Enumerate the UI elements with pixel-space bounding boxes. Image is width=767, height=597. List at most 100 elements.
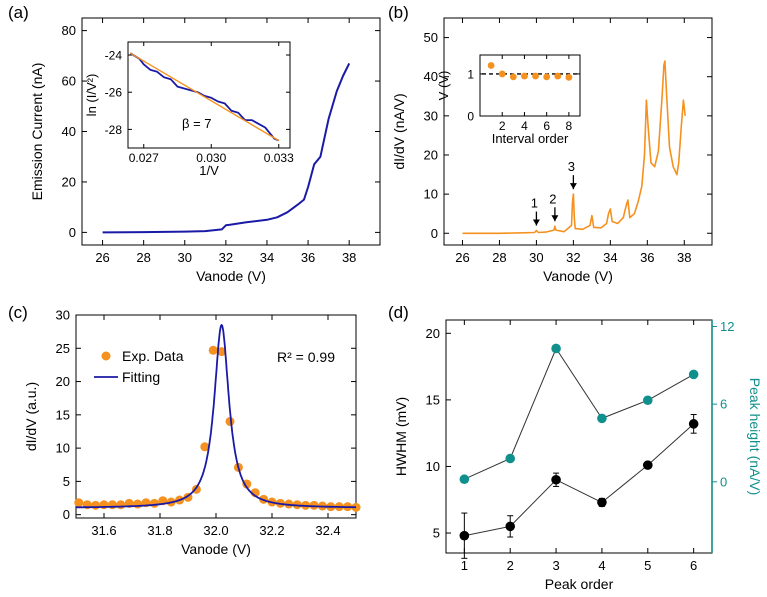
exp-data-point bbox=[225, 416, 235, 426]
x-tick-label: 2 bbox=[499, 119, 506, 133]
x-tick-label: 0.030 bbox=[196, 151, 226, 165]
interval-point bbox=[554, 72, 562, 80]
x-tick-label: 6 bbox=[543, 119, 550, 133]
y-tick-label: 60 bbox=[62, 74, 76, 89]
exp-data-point bbox=[242, 479, 252, 489]
hwhm-line bbox=[464, 423, 695, 537]
y-tick-label: 0 bbox=[431, 226, 438, 241]
interval-point bbox=[543, 73, 551, 81]
legend-label-fit: Fitting bbox=[122, 369, 160, 385]
interval-point bbox=[498, 70, 506, 78]
fitting-line bbox=[75, 324, 357, 509]
right-y-tick-label: 12 bbox=[720, 319, 734, 334]
hwhm-point bbox=[551, 474, 561, 485]
peak-height-point bbox=[688, 369, 699, 380]
x-tick-label: 4 bbox=[521, 119, 528, 133]
x-axis-label: Vanode (V) bbox=[181, 541, 251, 557]
x-tick-label: 31.8 bbox=[147, 523, 172, 538]
exp-data-point bbox=[116, 500, 126, 510]
inset-bg bbox=[480, 55, 580, 116]
y-axis-label: dI/dV (nA/V) bbox=[391, 93, 407, 169]
x-axis-label: Peak order bbox=[545, 576, 614, 592]
right-y-tick-label: 6 bbox=[720, 397, 727, 412]
x-tick-label: 34 bbox=[603, 250, 617, 265]
peak-arrow-head bbox=[569, 183, 577, 190]
x-tick-label: 26 bbox=[95, 250, 109, 265]
x-tick-label: 32 bbox=[219, 250, 233, 265]
peak-height-point bbox=[597, 413, 607, 424]
x-tick-label: 0.027 bbox=[129, 151, 159, 165]
peak-height-point bbox=[551, 343, 561, 354]
x-tick-label: 36 bbox=[301, 250, 315, 265]
r-squared-annotation: R² = 0.99 bbox=[277, 349, 335, 365]
peak-height-point bbox=[642, 395, 653, 406]
y-tick-label: 20 bbox=[62, 174, 76, 189]
exp-data-point bbox=[200, 442, 210, 452]
plot-frame bbox=[127, 41, 291, 149]
x-tick-label: 32 bbox=[566, 250, 580, 265]
panel-label: (b) bbox=[388, 3, 409, 22]
x-tick-label: 1 bbox=[461, 558, 468, 573]
x-axis-label: Vanode (V) bbox=[196, 268, 266, 284]
y-tick-label: 1 bbox=[467, 67, 474, 81]
y-tick-label: 30 bbox=[56, 308, 70, 323]
y-axis-label: ln (I/V²) bbox=[84, 74, 99, 117]
peak-height-line bbox=[464, 348, 694, 480]
interval-point bbox=[521, 72, 528, 80]
beta-annotation: β = 7 bbox=[182, 116, 212, 131]
exp-data-point bbox=[74, 498, 84, 508]
inset-bg bbox=[128, 42, 290, 148]
peak-number-label: 2 bbox=[549, 191, 556, 206]
legend-label-exp: Exp. Data bbox=[122, 348, 184, 364]
interval-point bbox=[509, 73, 517, 81]
exp-data-point bbox=[217, 347, 227, 357]
y-tick-label: 15 bbox=[56, 407, 70, 422]
peak-number-label: 3 bbox=[568, 159, 575, 174]
axes-a: 26 28 30 32 34 36 38 0 20 40 60 80 Vanode (V) Emissio… bbox=[29, 17, 381, 284]
y-tick-label: 10 bbox=[426, 459, 440, 474]
x-tick-label: 6 bbox=[690, 558, 697, 573]
inset-axes-undefined: 0.027 0.030 0.033 -24 -26 -28 1/V ln (I/V²) β = … bbox=[84, 41, 294, 178]
right-y-tick-label: 0 bbox=[720, 474, 727, 489]
panel-label: (a) bbox=[8, 3, 29, 22]
y-tick-label: 20 bbox=[424, 147, 438, 162]
x-axis-label: 1/V bbox=[199, 163, 219, 178]
panel-label: (d) bbox=[388, 303, 409, 322]
x-axis-label: Interval order bbox=[492, 131, 569, 146]
plot-frame bbox=[75, 314, 357, 519]
peak-height-point bbox=[459, 474, 470, 485]
peak-number-label: 1 bbox=[531, 196, 538, 211]
y-tick-label: 25 bbox=[56, 341, 70, 356]
x-tick-label: 26 bbox=[455, 250, 469, 265]
y-tick-label: 0 bbox=[467, 110, 474, 124]
x-tick-label: 30 bbox=[178, 250, 192, 265]
panel-label: (c) bbox=[8, 303, 28, 322]
x-tick-label: 2 bbox=[507, 558, 514, 573]
x-tick-label: 32.2 bbox=[259, 523, 284, 538]
x-tick-label: 3 bbox=[552, 558, 559, 573]
hwhm-point bbox=[642, 460, 653, 470]
x-tick-label: 34 bbox=[260, 250, 274, 265]
y-tick-label: 30 bbox=[424, 108, 438, 123]
fn-fit-line bbox=[129, 52, 280, 142]
x-axis-label: Vanode (V) bbox=[543, 268, 613, 284]
x-tick-label: 32.4 bbox=[315, 523, 340, 538]
y-axis-label: Emission Current (nA) bbox=[29, 63, 45, 201]
y-tick-label: 15 bbox=[426, 392, 440, 407]
y-tick-label: 5 bbox=[63, 474, 70, 489]
x-tick-label: 36 bbox=[640, 250, 654, 265]
x-tick-label: 5 bbox=[644, 558, 651, 573]
x-tick-label: 32.0 bbox=[203, 523, 228, 538]
x-tick-label: 31.6 bbox=[91, 523, 116, 538]
y-tick-label: 10 bbox=[56, 441, 70, 456]
y-tick-label: 0 bbox=[63, 507, 70, 522]
legend-marker-exp bbox=[101, 351, 111, 361]
axes-c: 31.6 31.8 32.0 32.2 32.4 0 5 10 15 20 25 30 Vanode (… bbox=[23, 308, 361, 557]
x-tick-label: 28 bbox=[492, 250, 506, 265]
x-tick-label: 30 bbox=[529, 250, 543, 265]
plot-frame bbox=[479, 54, 581, 117]
exp-data-point bbox=[91, 500, 101, 510]
y-tick-label: 0 bbox=[69, 225, 76, 240]
exp-data-point bbox=[133, 499, 143, 509]
